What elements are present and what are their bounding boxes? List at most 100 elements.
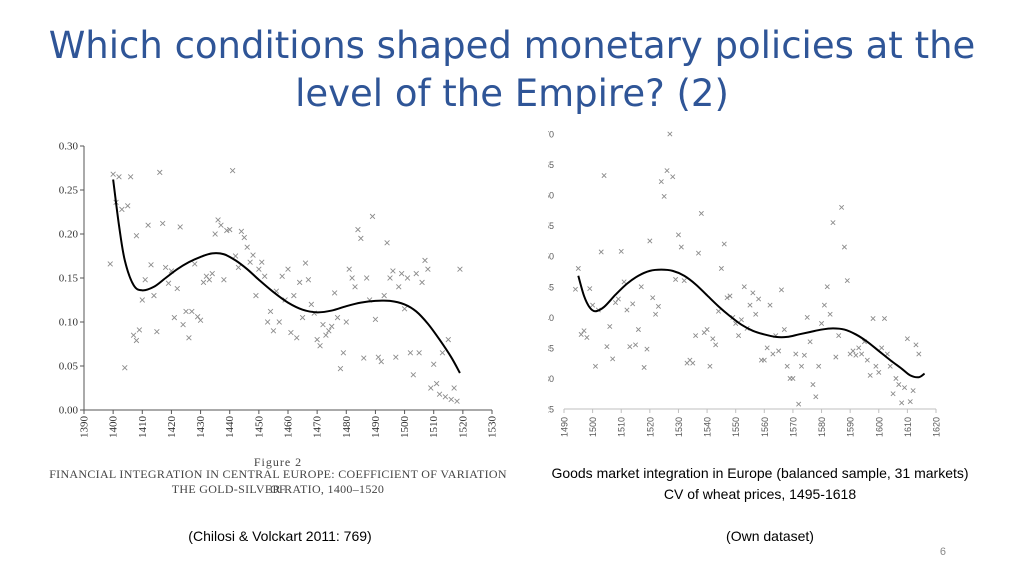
data-point [618,248,624,254]
data-point [212,231,218,237]
data-point [667,131,673,137]
data-point [393,354,399,360]
data-point [218,222,224,228]
data-point [581,328,587,334]
data-point [331,290,338,296]
data-point [349,275,355,281]
data-point [317,343,323,349]
data-point [575,265,581,271]
data-point [661,193,667,199]
trend-curve [112,179,461,374]
x-tick-label: 1530 [674,417,684,437]
data-point [209,270,215,277]
x-tick-label: 1520 [457,416,469,439]
data-point [584,334,590,341]
data-point [647,238,653,244]
data-point [607,323,613,330]
data-point [899,400,905,406]
right-source: (Own dataset) [726,528,814,544]
data-point [695,250,702,256]
data-point [698,210,704,216]
data-point [650,295,656,301]
data-point [346,266,352,272]
x-tick-label: 1610 [903,417,913,437]
data-point [856,345,862,351]
data-point [747,302,753,308]
data-point [241,234,248,241]
data-point [256,266,262,272]
data-point [127,174,134,180]
data-point [913,342,919,348]
data-point [396,284,402,290]
data-point [276,319,282,325]
slide-title-line1: Which conditions shaped monetary policie… [48,24,976,67]
data-point [864,357,870,363]
x-tick-label: 1440 [224,416,236,439]
data-point [693,333,699,339]
data-point [673,276,679,282]
data-point [655,303,661,309]
data-point [398,270,405,277]
data-point [604,344,610,350]
data-point [352,284,358,290]
data-point [876,369,882,375]
y-tick-label: 0.40 [548,313,554,323]
right-chart: 0.25 0.30 0.35 0.40 0.45 0.50 0.55 0.60 0.65 0.70… [548,130,942,438]
data-point [285,266,291,272]
data-point [664,168,670,174]
left-source: (Chilosi & Volckart 2011: 769) [188,528,372,544]
data-point [756,296,762,302]
data-point [436,391,443,397]
data-point [186,335,192,341]
right-figure-caption-line1: Goods market integration in Europe (bala… [551,465,969,481]
data-point [796,401,802,407]
data-point [291,292,297,299]
data-point [612,300,619,306]
left-figure-number: Figure 2 [253,455,303,469]
data-point [704,327,710,333]
data-point [381,292,387,299]
data-point [238,228,245,235]
data-point [816,363,822,369]
y-tick-label: 0.55 [548,221,554,231]
data-point [183,308,189,315]
data-point [288,329,294,336]
data-point [387,275,393,281]
data-point [384,240,390,246]
data-point [369,213,376,220]
data-point [810,382,816,388]
data-point [641,364,647,370]
data-point [690,360,696,366]
x-tick-label: 1410 [137,416,149,439]
data-point [133,337,140,344]
data-point [229,167,236,174]
data-point [235,264,242,271]
data-point [174,285,180,292]
data-point [578,331,584,337]
data-point [124,203,131,209]
right-chart-plot: 0.25 0.30 0.35 0.40 0.45 0.50 0.55 0.60 0.65 0.70… [548,130,942,438]
y-tick-label: 0.30 [59,141,79,153]
data-point [896,382,902,388]
data-point [425,266,431,272]
y-tick-label: 0.65 [548,160,554,170]
data-point [439,350,446,356]
data-point [761,357,767,363]
data-point [633,342,639,348]
data-point [337,365,344,372]
data-point [154,328,160,335]
data-point [727,293,733,299]
data-point [621,279,627,285]
data-point [270,328,277,334]
y-tick-label: 0.05 [59,361,79,373]
data-point [122,365,128,371]
data-point [827,311,833,317]
data-point [833,354,839,360]
left-chart: 0.00 0.05 0.10 0.15 0.20 0.25 0.30 1390 1400 1410… [59,141,499,439]
data-point [592,363,598,369]
data-point [253,292,259,299]
data-point [133,233,140,239]
x-tick-label: 1500 [588,417,598,437]
data-point [151,292,157,299]
data-point [430,361,437,367]
